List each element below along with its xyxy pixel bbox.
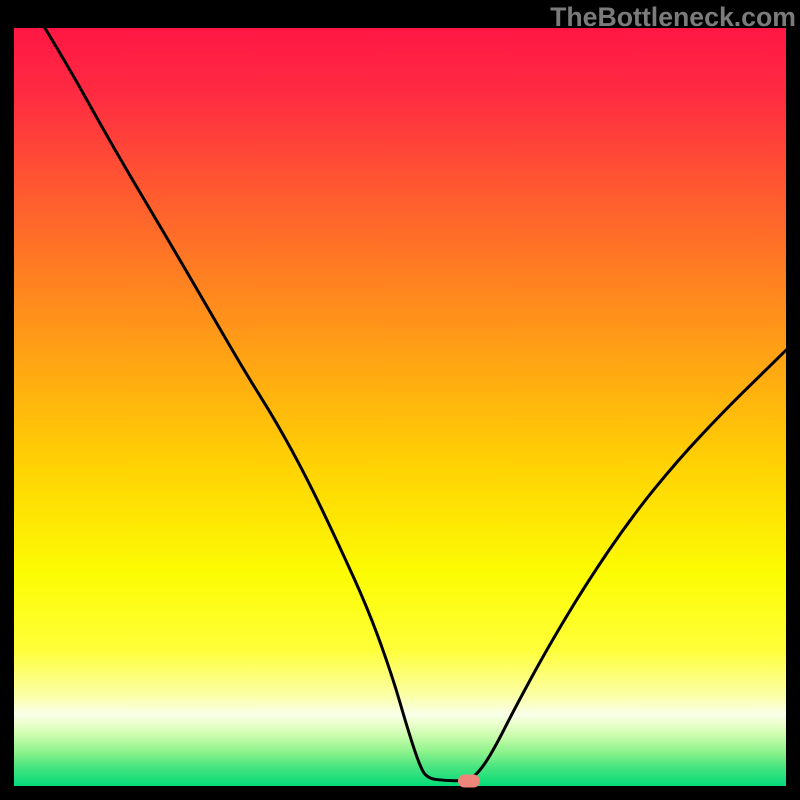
bottleneck-curve: [14, 28, 786, 786]
chart-canvas: TheBottleneck.com: [0, 0, 800, 800]
watermark-label: TheBottleneck.com: [550, 2, 796, 33]
optimal-point-marker: [458, 774, 480, 787]
plot-area: [14, 28, 786, 786]
